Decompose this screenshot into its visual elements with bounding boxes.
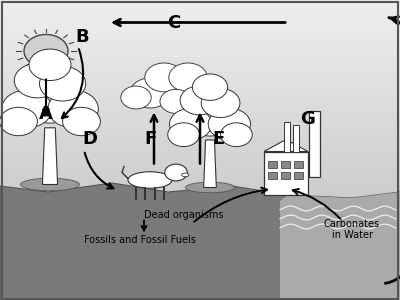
Text: F: F xyxy=(144,130,156,148)
Text: E: E xyxy=(212,130,224,148)
Bar xyxy=(0,290,400,300)
Ellipse shape xyxy=(128,172,172,188)
Bar xyxy=(0,260,400,270)
Circle shape xyxy=(192,74,228,100)
Circle shape xyxy=(29,49,71,80)
Bar xyxy=(0,150,400,160)
Ellipse shape xyxy=(185,182,235,193)
Circle shape xyxy=(121,86,151,109)
Circle shape xyxy=(184,96,236,136)
Circle shape xyxy=(48,90,98,128)
Circle shape xyxy=(165,164,187,181)
Bar xyxy=(0,240,400,250)
Bar xyxy=(0,80,400,90)
Circle shape xyxy=(62,107,100,136)
Bar xyxy=(0,180,400,190)
Bar xyxy=(0,270,400,280)
Text: Carbonates
in Water: Carbonates in Water xyxy=(324,219,380,240)
Polygon shape xyxy=(42,128,58,184)
Bar xyxy=(0,200,400,210)
Circle shape xyxy=(0,107,38,136)
Circle shape xyxy=(208,108,250,140)
Text: G: G xyxy=(300,110,316,128)
Bar xyxy=(281,161,290,168)
Circle shape xyxy=(168,123,200,147)
Polygon shape xyxy=(280,192,400,300)
Bar xyxy=(0,90,400,100)
Circle shape xyxy=(160,89,192,113)
Bar xyxy=(0,190,400,200)
Bar xyxy=(0,10,400,20)
Text: Fossils and Fossil Fuels: Fossils and Fossil Fuels xyxy=(84,235,196,245)
Circle shape xyxy=(18,76,82,123)
Bar xyxy=(281,172,290,178)
Bar xyxy=(268,161,277,168)
Bar xyxy=(0,220,400,230)
Text: C: C xyxy=(167,14,181,32)
Circle shape xyxy=(220,123,252,147)
Bar xyxy=(0,120,400,130)
Circle shape xyxy=(170,108,212,140)
Bar xyxy=(0,30,400,40)
Circle shape xyxy=(169,63,207,92)
Ellipse shape xyxy=(182,173,189,177)
Bar xyxy=(0,160,400,170)
Circle shape xyxy=(201,88,240,118)
Bar xyxy=(0,60,400,70)
Bar xyxy=(264,152,308,195)
Text: D: D xyxy=(82,130,98,148)
Circle shape xyxy=(130,78,170,108)
Bar xyxy=(0,110,400,120)
Circle shape xyxy=(201,86,231,109)
Circle shape xyxy=(145,63,183,92)
Bar xyxy=(0,130,400,140)
Bar xyxy=(0,70,400,80)
Bar xyxy=(0,250,400,260)
Circle shape xyxy=(150,70,202,110)
Circle shape xyxy=(182,78,222,108)
Bar xyxy=(0,210,400,220)
Polygon shape xyxy=(0,183,400,300)
Bar xyxy=(294,172,303,178)
Polygon shape xyxy=(204,140,216,188)
Bar xyxy=(284,122,290,152)
Bar xyxy=(309,111,320,177)
Bar xyxy=(268,172,277,178)
Text: B: B xyxy=(75,28,89,46)
Bar xyxy=(0,20,400,30)
Bar xyxy=(0,100,400,110)
Bar xyxy=(0,140,400,150)
Bar xyxy=(0,170,400,180)
Bar xyxy=(0,50,400,60)
Bar xyxy=(293,124,299,152)
Text: A: A xyxy=(39,105,53,123)
Bar xyxy=(0,230,400,240)
Circle shape xyxy=(180,86,219,115)
Bar xyxy=(0,40,400,50)
Circle shape xyxy=(2,90,52,128)
Ellipse shape xyxy=(20,178,79,191)
Circle shape xyxy=(40,66,86,101)
Circle shape xyxy=(24,34,68,68)
Text: Dead organisms: Dead organisms xyxy=(144,209,224,220)
Bar xyxy=(0,280,400,290)
Polygon shape xyxy=(264,140,308,152)
Circle shape xyxy=(14,63,60,98)
Bar xyxy=(294,161,303,168)
Bar xyxy=(0,0,400,10)
